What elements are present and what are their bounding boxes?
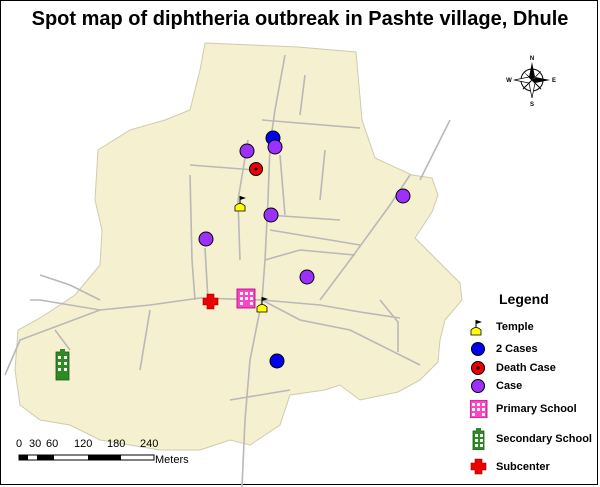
legend-label: Primary School xyxy=(496,403,577,415)
legend-item-primary-school: Primary School xyxy=(470,400,577,418)
legend-label: Death Case xyxy=(496,362,556,374)
temple-icon xyxy=(470,320,482,336)
compass-w-label: W xyxy=(506,78,512,84)
village-boundary xyxy=(14,42,463,451)
scale-tick: 30 xyxy=(29,438,42,450)
temple-marker xyxy=(234,196,246,212)
legend-title: Legend xyxy=(499,291,549,307)
legend-item-case: Case xyxy=(470,377,522,395)
legend-item-secondary-school: Secondary School xyxy=(470,428,592,450)
primary-school-marker xyxy=(236,288,256,309)
legend-label: 2 Cases xyxy=(496,343,538,355)
legend-label: Case xyxy=(496,380,523,392)
scale-tick: 240 xyxy=(140,438,159,450)
scale-tick: 60 xyxy=(46,438,59,450)
legend-label: Temple xyxy=(496,321,534,333)
case-marker xyxy=(299,269,315,285)
scale-tick: 120 xyxy=(74,438,93,450)
legend-item-subcenter: Subcenter xyxy=(470,458,550,476)
secondary-school-icon xyxy=(472,428,485,450)
subcenter-marker xyxy=(202,293,219,310)
map-title: Spot map of diphtheria outbreak in Pasht… xyxy=(31,8,569,30)
scale-tick: 180 xyxy=(107,438,126,450)
compass-s-label: S xyxy=(530,102,534,108)
scale-tick-labels: 0 30 60 120 180 240 xyxy=(14,438,174,452)
secondary-school-marker xyxy=(55,349,70,381)
legend-label: Secondary School xyxy=(496,433,592,445)
scale-tick: 0 xyxy=(16,438,23,450)
subcenter-icon xyxy=(470,458,487,475)
compass-e-label: E xyxy=(552,78,556,84)
compass-n-label: N xyxy=(530,56,534,62)
case-marker xyxy=(239,143,255,159)
scale-bar xyxy=(18,454,155,461)
primary-school-icon xyxy=(470,400,488,418)
case-marker xyxy=(267,139,283,155)
purple-circle-icon xyxy=(471,379,485,393)
legend-item-two-cases: 2 Cases xyxy=(470,340,538,358)
two-cases-marker xyxy=(269,353,285,369)
legend-item-death-case: Death Case xyxy=(470,359,556,377)
death-case-marker xyxy=(249,162,263,176)
legend-item-temple: Temple xyxy=(470,318,534,336)
legend-label: Subcenter xyxy=(496,461,550,473)
temple-marker xyxy=(256,297,268,313)
case-marker xyxy=(263,207,279,223)
compass-rose: N S W E xyxy=(506,56,556,108)
case-marker xyxy=(198,231,214,247)
case-marker xyxy=(395,188,411,204)
roads xyxy=(4,54,451,487)
scale-unit-label: Meters xyxy=(155,454,189,466)
blue-circle-icon xyxy=(471,342,485,356)
death-case-icon xyxy=(471,361,485,375)
